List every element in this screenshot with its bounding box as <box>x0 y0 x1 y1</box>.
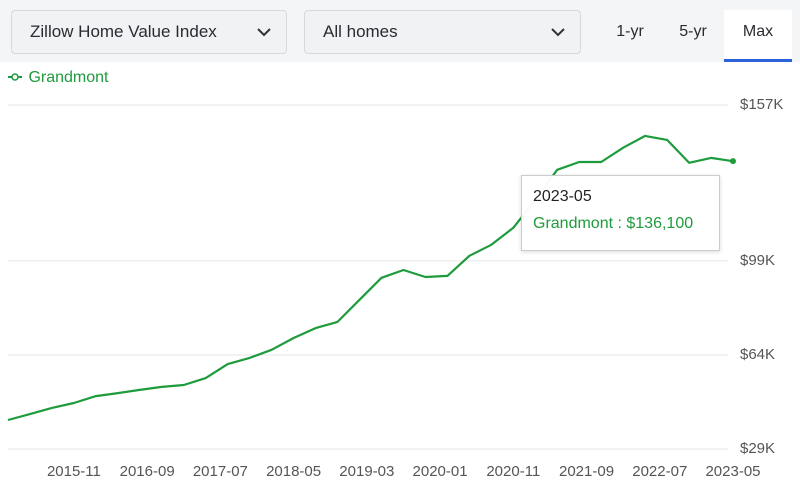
x-tick-label: 2023-05 <box>705 463 760 480</box>
range-tab-selected[interactable]: Max <box>724 10 792 62</box>
chevron <box>257 28 271 37</box>
x-tick-label: 2022-07 <box>632 463 687 480</box>
y-tick-label: $29K <box>740 440 775 457</box>
toolbar: Zillow Home Value Index All homes 1-yr 5… <box>0 0 800 62</box>
x-tick-label: 2018-05 <box>266 463 321 480</box>
tooltip-date: 2023-05 <box>533 188 592 205</box>
x-tick-label: 2019-03 <box>339 463 394 480</box>
series-line <box>7 134 734 422</box>
legend-marker <box>8 73 22 81</box>
y-tick-label: $157K <box>740 96 783 113</box>
x-tick-label: 2017-07 <box>193 463 248 480</box>
legend[interactable]: Grandmont <box>8 69 109 87</box>
legend-label: Grandmont <box>28 69 109 86</box>
x-tick-label: 2020-01 <box>413 463 468 480</box>
tooltip-value: Grandmont : $136,100 <box>533 215 694 232</box>
tooltip: 2023-05 Grandmont : $136,100 <box>521 175 720 251</box>
x-tick-label: 2015-11 <box>47 463 101 480</box>
x-tick-label: 2020-11 <box>486 463 540 480</box>
dropdown-text: All homes <box>323 22 398 41</box>
range-tab[interactable]: 1-yr <box>616 23 644 40</box>
chevron <box>551 28 565 37</box>
metric-dropdown[interactable]: Zillow Home Value Index <box>11 10 287 54</box>
x-tick-label: 2016-09 <box>120 463 175 480</box>
y-tick-label: $99K <box>740 252 775 269</box>
range-tab[interactable]: 5-yr <box>679 23 707 40</box>
x-tick-label: 2021-09 <box>559 463 614 480</box>
dropdown-text: Zillow Home Value Index <box>30 22 217 41</box>
home-type-dropdown[interactable]: All homes <box>304 10 581 54</box>
chart: $29K $64K $99K $157K 2015-11 2016-09 2017-07 20… <box>7 96 783 480</box>
y-tick-label: $64K <box>740 346 775 363</box>
hover-point <box>730 158 736 165</box>
